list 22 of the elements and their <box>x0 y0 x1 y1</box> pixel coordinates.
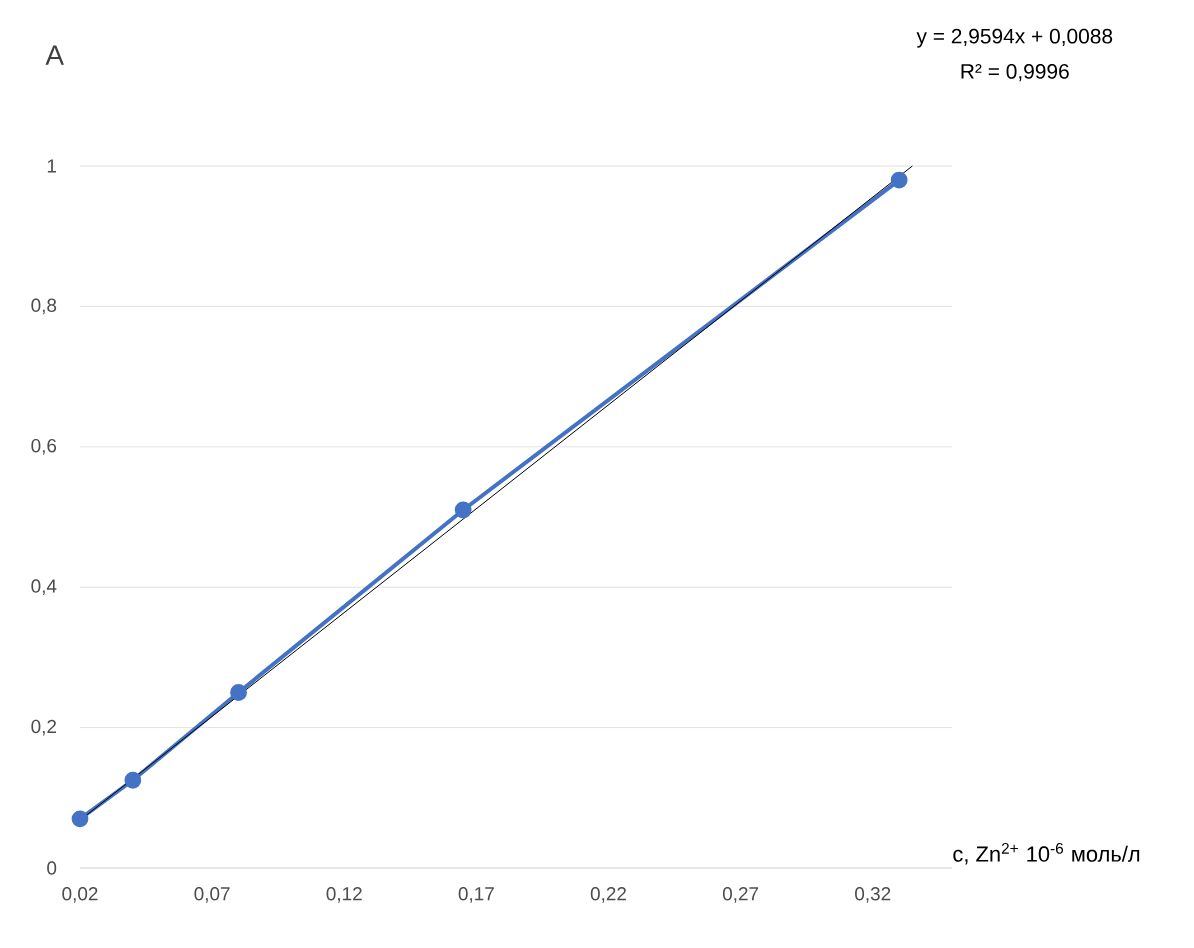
y-axis-title: A <box>45 45 64 65</box>
y-tick-label: 0 <box>47 861 57 875</box>
point <box>890 171 908 189</box>
y-tick-label: 0,2 <box>31 719 57 736</box>
text: R² = 0,9996 <box>961 64 1069 82</box>
x-tick-label: 0,22 <box>590 887 626 903</box>
x-tick-label: 0,07 <box>194 887 230 903</box>
text: y = 2,9594x + 0,0088 <box>916 28 1113 48</box>
x-tick-label: 0,02 <box>62 887 98 903</box>
y-tick-label: 0,8 <box>31 298 57 315</box>
point <box>454 501 472 519</box>
x-tick-label: 0,32 <box>855 887 891 903</box>
y-tick-label: 0,6 <box>31 438 57 455</box>
point <box>124 771 142 789</box>
x-tick-label: 0,17 <box>458 887 494 903</box>
point <box>71 810 89 828</box>
point <box>230 684 247 701</box>
y-tick-label: 0,4 <box>31 579 57 596</box>
y-tick-label: 1 <box>47 159 57 173</box>
x-tick-label: 0,27 <box>722 887 759 903</box>
x-axis-title: c, Zn$^{2+}$ 10$^{-6}$ моль/л <box>953 842 1140 865</box>
x-tick-label: 0,12 <box>326 887 362 903</box>
